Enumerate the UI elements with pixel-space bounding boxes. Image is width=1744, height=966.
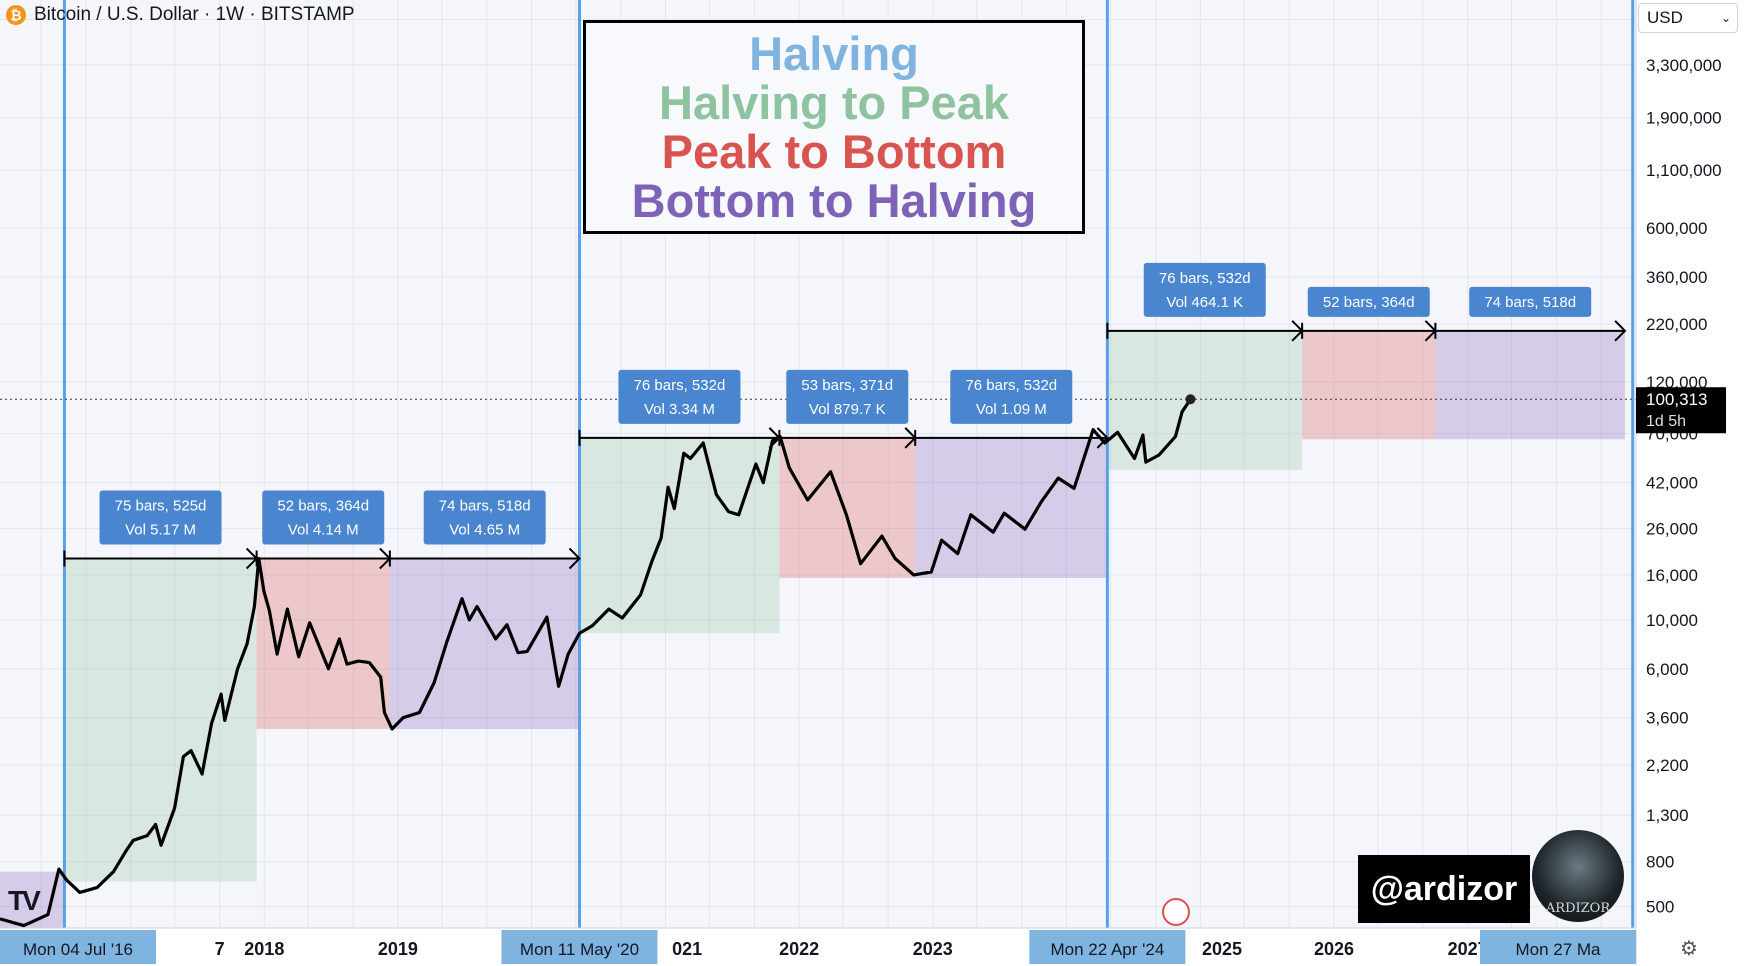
avatar: ARDIZOR bbox=[1532, 830, 1624, 922]
legend-item-peak-to-bottom: Peak to Bottom bbox=[661, 125, 1007, 178]
phase-zone bbox=[1302, 330, 1436, 440]
measure-arrow-head bbox=[1614, 320, 1627, 342]
y-tick-label: 360,000 bbox=[1646, 268, 1707, 287]
measure-label-box bbox=[423, 490, 546, 545]
measure-label-bars: 76 bars, 532d bbox=[634, 377, 726, 394]
halving-date-label: Mon 11 May '20 bbox=[520, 940, 639, 959]
halving-date-badge bbox=[1029, 930, 1186, 964]
measure-label-box bbox=[1143, 262, 1266, 317]
bitcoin-icon: ₿ bbox=[6, 5, 26, 25]
y-tick-label: 10,000 bbox=[1646, 611, 1698, 630]
y-tick-label: 26,000 bbox=[1646, 519, 1698, 538]
measure-label-bars: 74 bars, 518d bbox=[439, 497, 531, 514]
x-tick-label: 2025 bbox=[1202, 939, 1242, 959]
currency-select[interactable]: USD ⌄ bbox=[1638, 3, 1738, 33]
measure-label-volume: Vol 879.7 K bbox=[809, 401, 886, 418]
legend-item-bottom-to-halving: Bottom to Halving bbox=[631, 174, 1037, 227]
price-axis[interactable] bbox=[1636, 0, 1744, 966]
current-price-countdown: 1d 5h bbox=[1646, 413, 1686, 430]
halving-date-label: Mon 22 Apr '24 bbox=[1050, 940, 1164, 959]
last-price-dot bbox=[1185, 394, 1196, 405]
measure-label-volume: Vol 1.09 M bbox=[976, 401, 1047, 418]
us-flag-event-icon[interactable] bbox=[1162, 898, 1190, 926]
measure-label-bars: 76 bars, 532d bbox=[1159, 270, 1251, 287]
x-tick-label: 2026 bbox=[1314, 939, 1354, 959]
x-tick-label: 2027 bbox=[1448, 939, 1488, 959]
measure-label-volume: Vol 3.34 M bbox=[644, 401, 715, 418]
measure-label-box bbox=[1469, 286, 1592, 317]
y-tick-label: 3,600 bbox=[1646, 709, 1689, 728]
halving-date-badge bbox=[1480, 930, 1636, 964]
y-tick-label: 1,300 bbox=[1646, 806, 1689, 825]
symbol-header: ₿ Bitcoin / U.S. Dollar · 1W · BITSTAMP bbox=[6, 4, 355, 26]
phase-zone bbox=[1435, 330, 1626, 440]
gear-icon[interactable]: ⚙ bbox=[1680, 938, 1698, 960]
measure-label-bars: 52 bars, 364d bbox=[1323, 294, 1415, 311]
halving-date-label: Mon 27 Ma bbox=[1515, 940, 1601, 959]
x-tick-label: 2022 bbox=[779, 939, 819, 959]
y-tick-label: 42,000 bbox=[1646, 474, 1698, 493]
measure-label-bars: 74 bars, 518d bbox=[1484, 294, 1576, 311]
halving-date-badge bbox=[0, 930, 156, 964]
y-tick-label: 3,300,000 bbox=[1646, 56, 1722, 75]
tradingview-logo[interactable]: TV bbox=[8, 885, 41, 916]
y-tick-label: 1,100,000 bbox=[1646, 161, 1722, 180]
measure-label-box bbox=[950, 369, 1073, 424]
y-tick-label: 600,000 bbox=[1646, 219, 1707, 238]
time-axis[interactable] bbox=[0, 928, 1636, 966]
measure-label-bars: 76 bars, 532d bbox=[965, 377, 1057, 394]
current-price-value: 100,313 bbox=[1646, 390, 1707, 409]
measure-label-bars: 75 bars, 525d bbox=[115, 497, 207, 514]
measure-label-volume: Vol 4.14 M bbox=[288, 521, 359, 538]
legend-item-halving-to-peak: Halving to Peak bbox=[659, 76, 1009, 129]
phase-zone bbox=[389, 558, 580, 729]
y-tick-label: 220,000 bbox=[1646, 315, 1707, 334]
y-tick-label: 6,000 bbox=[1646, 660, 1689, 679]
legend-item-halving: Halving bbox=[749, 27, 919, 80]
measure-label-bars: 52 bars, 364d bbox=[277, 497, 369, 514]
y-tick-label: 500 bbox=[1646, 898, 1674, 917]
measure-label-box bbox=[262, 490, 385, 545]
measure-label-volume: Vol 4.65 M bbox=[449, 521, 520, 538]
x-tick-label: 2023 bbox=[913, 939, 953, 959]
y-tick-label: 800 bbox=[1646, 853, 1674, 872]
phase-zone bbox=[579, 437, 780, 634]
measure-label-box bbox=[99, 490, 222, 545]
measure-label-box bbox=[786, 369, 909, 424]
measure-label-volume: Vol 5.17 M bbox=[125, 521, 196, 538]
author-watermark: @ardizor bbox=[1358, 855, 1530, 923]
halving-date-label: Mon 04 Jul '16 bbox=[23, 940, 133, 959]
price-series-line bbox=[0, 398, 1192, 928]
phase-legend: Halving Halving to Peak Peak to Bottom B… bbox=[583, 20, 1085, 234]
measure-label-box bbox=[1307, 286, 1430, 317]
y-tick-label: 2,200 bbox=[1646, 756, 1689, 775]
measure-arrow-head bbox=[1096, 427, 1109, 449]
measure-label-bars: 53 bars, 371d bbox=[801, 377, 893, 394]
measure-label-box bbox=[618, 369, 741, 424]
x-tick-label: 2018 bbox=[244, 939, 284, 959]
currency-value: USD bbox=[1647, 8, 1683, 27]
current-price-badge bbox=[1636, 387, 1726, 434]
measure-arrow-head bbox=[568, 547, 581, 570]
phase-zone bbox=[0, 871, 65, 928]
x-tick-label: 021 bbox=[672, 939, 702, 959]
phase-zone bbox=[915, 437, 1108, 578]
x-tick-label: 2019 bbox=[378, 939, 418, 959]
phase-zone bbox=[64, 558, 257, 882]
halving-date-badge bbox=[501, 930, 658, 964]
x-tick-label: 7 bbox=[215, 939, 225, 959]
symbol-title[interactable]: Bitcoin / U.S. Dollar · 1W · BITSTAMP bbox=[34, 4, 355, 25]
measure-label-volume: Vol 464.1 K bbox=[1166, 294, 1243, 311]
chevron-down-icon: ⌄ bbox=[1720, 11, 1731, 25]
avatar-text: ARDIZOR bbox=[1545, 901, 1611, 916]
y-tick-label: 16,000 bbox=[1646, 566, 1698, 585]
y-tick-label: 1,900,000 bbox=[1646, 109, 1722, 128]
